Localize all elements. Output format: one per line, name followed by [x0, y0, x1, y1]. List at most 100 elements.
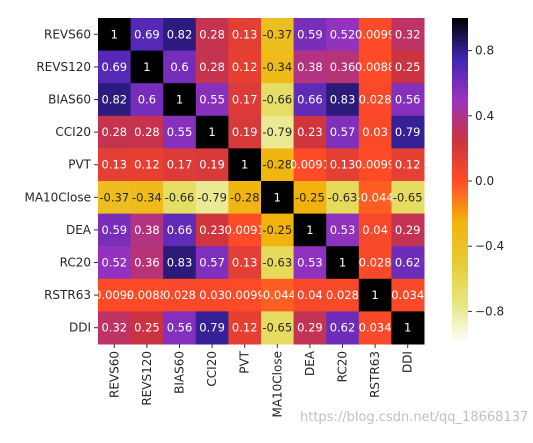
heatmap-cell-label: 0.38: [134, 223, 160, 237]
heatmap-cell-label: -0.79: [262, 125, 292, 139]
y-tick-label: REVS60: [44, 27, 91, 41]
heatmap-cell: [98, 50, 132, 84]
heatmap-cell: [358, 148, 392, 182]
heatmap-cell-label: 0.66: [167, 223, 193, 237]
heatmap-cell-label: 0.034: [359, 321, 392, 335]
heatmap-cell-label: -0.65: [393, 190, 423, 204]
heatmap-cell: [391, 246, 425, 280]
heatmap-cell-label: 0.6: [138, 93, 156, 107]
heatmap-cell: [163, 148, 197, 182]
heatmap-cell: [163, 50, 197, 84]
heatmap-cell: [130, 83, 164, 117]
heatmap-cell-label: 0.13: [330, 158, 356, 172]
colorbar-tick-label: −0.8: [475, 304, 504, 318]
heatmap-cell-label: 0.0091: [225, 223, 265, 237]
heatmap-cell: [195, 83, 229, 117]
heatmap-cell: [195, 148, 229, 182]
heatmap-cell: [326, 246, 360, 280]
heatmap-cell-label: -0.66: [262, 93, 292, 107]
heatmap-cell-label: 0.23: [297, 125, 323, 139]
heatmap-cell-label: -0.37: [99, 190, 129, 204]
heatmap-cell: [293, 148, 327, 182]
heatmap-cell: [293, 50, 327, 84]
heatmap-cell-label: 0.53: [297, 256, 323, 270]
heatmap-cell: [195, 18, 229, 52]
heatmap-cell-label: 0.62: [395, 256, 421, 270]
heatmap-cell-label: 0.0099: [225, 288, 265, 302]
heatmap-cell-label: 0.028: [326, 288, 359, 302]
heatmap-cell: [195, 213, 229, 247]
heatmap-cell: [326, 311, 360, 345]
y-tick-label: RSTR63: [44, 288, 91, 302]
heatmap-cell-label: 0.28: [199, 60, 225, 74]
heatmap-cell: [358, 246, 392, 280]
heatmap-cell: [293, 278, 327, 312]
heatmap-cell-label: 1: [143, 60, 150, 74]
heatmap-cell-label: 0.52: [101, 256, 127, 270]
heatmap-cell: [130, 181, 164, 215]
heatmap-cell: [228, 278, 262, 312]
heatmap-cell: [391, 115, 425, 149]
heatmap-cell: [391, 181, 425, 215]
heatmap-cell-label: 0.028: [359, 256, 392, 270]
heatmap-cell: [163, 246, 197, 280]
heatmap-cell-label: 0.66: [297, 93, 323, 107]
heatmap-cell-label: 0.59: [297, 27, 323, 41]
heatmap-cell: [98, 246, 132, 280]
heatmap-cell-label: 0.12: [134, 158, 160, 172]
heatmap-cell: [261, 246, 295, 280]
heatmap-cell: [228, 213, 262, 247]
heatmap-cell-label: 0.57: [199, 256, 225, 270]
x-tick-label: PVT: [238, 350, 252, 373]
x-tick-label: BIAS60: [173, 351, 187, 394]
heatmap-cell: [358, 18, 392, 52]
heatmap-cell: [228, 181, 262, 215]
y-tick-label: DDI: [69, 321, 91, 335]
heatmap-cell-label: 0.29: [297, 321, 323, 335]
heatmap-cell: [293, 18, 327, 52]
heatmap-cell: [163, 181, 197, 215]
heatmap-cell-label: 0.32: [101, 321, 127, 335]
x-tick-label: CCI20: [205, 351, 219, 387]
heatmap-cell-label: 0.29: [395, 223, 421, 237]
heatmap-cell-label: 0.36: [134, 256, 160, 270]
heatmap-cell-label: 1: [111, 27, 118, 41]
heatmap-cell: [261, 18, 295, 52]
heatmap-cell: [130, 213, 164, 247]
heatmap-cell: [261, 50, 295, 84]
heatmap-cell-label: 0.28: [199, 27, 225, 41]
heatmap-cell-label: 0.0091: [290, 158, 330, 172]
colorbar-tick-label: 0.0: [475, 174, 494, 188]
heatmap-cell-label: 0.52: [330, 27, 356, 41]
y-tick-label: PVT: [68, 158, 91, 172]
heatmap-cell-label: 0.59: [101, 223, 127, 237]
heatmap-cell: [358, 50, 392, 84]
heatmap-cell: [293, 311, 327, 345]
heatmap-cell: [228, 148, 262, 182]
heatmap-cell-label: 0.03: [199, 288, 225, 302]
heatmap-cell: [195, 115, 229, 149]
heatmap-cell-label: 1: [306, 223, 313, 237]
colorbar-tick-label: 0.4: [475, 109, 494, 123]
heatmap-cell-label: 0.25: [134, 321, 160, 335]
heatmap-cell: [326, 50, 360, 84]
heatmap-cell-label: -0.34: [262, 60, 292, 74]
heatmap-cell-label: -0.79: [197, 190, 227, 204]
heatmap-cell-label: 1: [241, 158, 248, 172]
heatmap-cell: [391, 83, 425, 117]
heatmap-cell-label: -0.28: [262, 158, 292, 172]
heatmap-cell: [195, 278, 229, 312]
heatmap-cell-label: 0.36: [330, 60, 356, 74]
heatmap-cell: [293, 83, 327, 117]
heatmap-cell-label: 0.55: [167, 125, 193, 139]
heatmap-cell: [326, 18, 360, 52]
heatmap-cell: [98, 311, 132, 345]
heatmap-cell-label: -0.66: [165, 190, 195, 204]
heatmap-cell-label: 0.6: [170, 60, 188, 74]
y-tick-label: REVS120: [36, 60, 91, 74]
heatmap-cell: [358, 213, 392, 247]
heatmap-cell-label: 0.25: [395, 60, 421, 74]
heatmap-cell-label: 0.83: [330, 93, 356, 107]
heatmap-cell-label: 0.12: [232, 60, 258, 74]
